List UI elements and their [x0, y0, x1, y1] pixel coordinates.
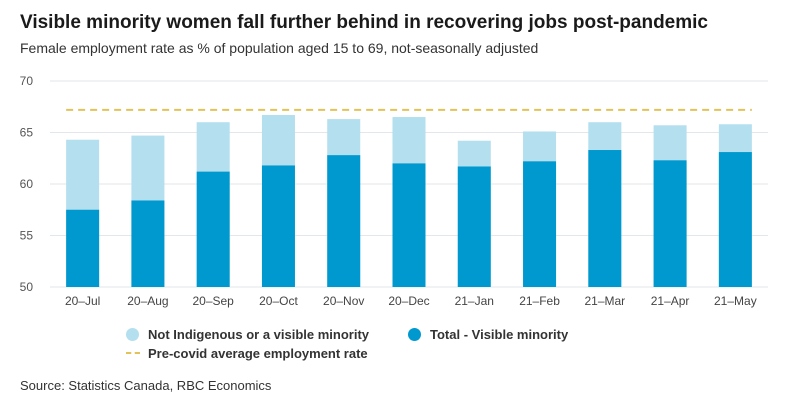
- x-tick-label: 21–Apr: [651, 294, 690, 308]
- x-tick-label: 21–May: [714, 294, 757, 308]
- y-tick-label: 65: [20, 126, 34, 140]
- legend-swatch-precovid: [126, 352, 140, 354]
- y-axis-ticks: 50 55 60 65 70: [20, 74, 34, 294]
- bar-visible-minority-0: [66, 209, 100, 287]
- chart-title: Visible minority women fall further behi…: [20, 12, 708, 33]
- bar-visible-minority-6: [457, 166, 491, 287]
- chart-subtitle: Female employment rate as % of populatio…: [20, 40, 539, 56]
- x-tick-label: 21–Jan: [455, 294, 494, 308]
- bar-visible-minority-1: [131, 200, 165, 287]
- legend-label-not-indigenous: Not Indigenous or a visible minority: [148, 327, 370, 342]
- x-tick-label: 20–Aug: [127, 294, 168, 308]
- bar-visible-minority-2: [196, 171, 230, 287]
- legend-label-visible-minority: Total - Visible minority: [430, 327, 569, 342]
- y-tick-label: 70: [20, 74, 34, 88]
- bar-visible-minority-10: [718, 152, 752, 287]
- bar-visible-minority-3: [261, 165, 295, 287]
- legend-item-precovid: Pre-covid average employment rate: [126, 346, 368, 361]
- x-tick-label: 20–Dec: [388, 294, 429, 308]
- y-tick-label: 50: [20, 280, 34, 294]
- x-tick-label: 21–Feb: [519, 294, 560, 308]
- bar-visible-minority-8: [588, 150, 622, 287]
- bar-visible-minority-7: [523, 161, 557, 287]
- source-note: Source: Statistics Canada, RBC Economics: [20, 378, 272, 393]
- legend-item-visible-minority: Total - Visible minority: [408, 327, 568, 342]
- x-tick-label: 20–Oct: [259, 294, 298, 308]
- bars: [66, 114, 752, 288]
- y-tick-label: 60: [20, 177, 34, 191]
- x-tick-label: 20–Sep: [192, 294, 234, 308]
- x-tick-label: 21–Mar: [584, 294, 625, 308]
- x-tick-label: 20–Nov: [323, 294, 364, 308]
- x-tick-label: 20–Jul: [65, 294, 100, 308]
- legend-item-not-indigenous: Not Indigenous or a visible minority: [126, 327, 369, 342]
- chart-plot: 50 55 60 65 70 20–Jul 20–Aug 20–Sep 20–Oct 20–No…: [20, 74, 768, 308]
- bar-visible-minority-4: [327, 155, 361, 287]
- x-axis-ticks: 20–Jul 20–Aug 20–Sep 20–Oct 20–Nov 20–Dec 21–J…: [65, 294, 757, 308]
- legend-label-precovid: Pre-covid average employment rate: [148, 346, 368, 361]
- bar-visible-minority-5: [392, 163, 426, 287]
- bar-visible-minority-9: [653, 160, 687, 287]
- y-tick-label: 55: [20, 229, 34, 243]
- legend-swatch-visible-minority: [408, 328, 421, 341]
- legend-swatch-not-indigenous: [126, 328, 139, 341]
